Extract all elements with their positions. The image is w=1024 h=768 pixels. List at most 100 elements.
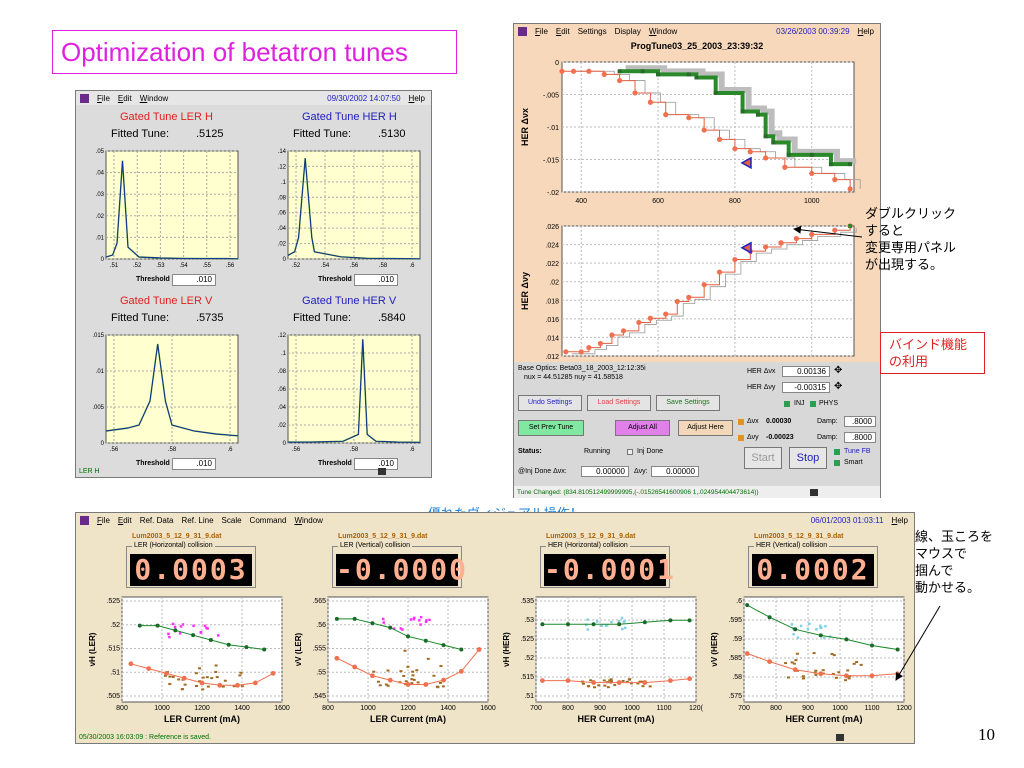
fit-point[interactable] (406, 634, 410, 639)
fit-point[interactable] (895, 647, 900, 652)
fit-point[interactable] (199, 680, 205, 686)
fit-point[interactable] (191, 633, 196, 638)
fit-point[interactable] (423, 638, 428, 643)
fit-point[interactable] (208, 637, 213, 642)
fit-point[interactable] (252, 680, 258, 686)
adjust-all-button[interactable]: Adjust All (615, 420, 670, 436)
menu-window[interactable]: Window (294, 515, 323, 525)
tune-point[interactable] (732, 146, 738, 152)
tune-plot[interactable]: .14 .12 .1 .08 .06 .04 .02 0 .52 .54 .56 .58 .6 (258, 146, 428, 276)
threshold-field[interactable]: .010 (354, 458, 398, 470)
fit-point[interactable] (155, 623, 160, 628)
tune-point[interactable] (716, 269, 723, 275)
fit-point[interactable] (591, 622, 596, 627)
fit-point[interactable] (617, 622, 622, 627)
tune-plot[interactable]: .015 .01 .005 0 .56 .58 .6 (76, 330, 246, 460)
tune-point[interactable] (716, 136, 723, 142)
fit-point[interactable] (146, 666, 152, 671)
save-settings-button[interactable]: Save Settings (656, 395, 720, 411)
injdone-y-field[interactable]: 0.00000 (651, 466, 699, 477)
lum-plot[interactable]: .565 .56 .555 .55 .545 800 1000 1200 1400 1600 LER… (292, 593, 496, 728)
ny-step-line[interactable] (619, 69, 851, 167)
menu-window[interactable]: Window (648, 26, 678, 36)
fit-point[interactable] (566, 622, 570, 627)
tune-point[interactable] (747, 149, 753, 155)
fit-point[interactable] (767, 659, 772, 665)
undo-settings-button[interactable]: Undo Settings (518, 395, 582, 411)
fit-point[interactable] (792, 667, 798, 673)
fit-point[interactable] (164, 670, 169, 676)
fit-point[interactable] (217, 682, 223, 688)
tune-point[interactable] (763, 244, 769, 250)
tune-point[interactable] (636, 319, 642, 326)
tune-point[interactable] (674, 298, 680, 305)
menu-file[interactable]: File (535, 26, 548, 36)
tune-point[interactable] (647, 315, 653, 321)
fit-point[interactable] (137, 623, 142, 628)
progtune-charts[interactable]: ProgTune03_25_2003_23:39:32 0 -.005 -.01 -.0… (514, 38, 880, 383)
injdone-x-field[interactable]: 0.00000 (581, 466, 629, 477)
tune-point[interactable] (632, 90, 638, 96)
fit-point[interactable] (818, 671, 824, 677)
fit-point[interactable] (405, 682, 411, 687)
fit-point[interactable] (370, 673, 375, 679)
tune-point[interactable] (701, 127, 707, 133)
fit-point[interactable] (565, 678, 571, 684)
fit-point[interactable] (226, 642, 231, 647)
fit-point[interactable] (870, 643, 874, 648)
fit-point[interactable] (767, 615, 772, 620)
fit-point[interactable] (459, 647, 464, 652)
threshold-field[interactable]: .010 (354, 274, 398, 286)
tune-point[interactable] (563, 349, 569, 355)
step-point[interactable] (640, 69, 645, 74)
her-dnuy-field[interactable]: -0.00315 (782, 382, 830, 393)
tune-point[interactable] (601, 71, 607, 77)
menu-scale[interactable]: Scale (221, 515, 242, 525)
tune-plot[interactable]: .05 .04 .03 .02 .01 0 .51 .52 .53 .54 .55 .56 (76, 146, 246, 276)
step-point[interactable] (809, 152, 814, 157)
threshold-field[interactable]: .010 (172, 274, 216, 286)
fit-point[interactable] (370, 621, 375, 626)
menu-help[interactable]: Help (857, 26, 874, 36)
fit-point[interactable] (744, 651, 750, 656)
fit-point[interactable] (668, 618, 673, 623)
load-settings-button[interactable]: Load Settings (587, 395, 651, 411)
fit-point[interactable] (844, 673, 849, 679)
lum-plot[interactable]: .525 .52 .515 .51 .505 800 1000 1200 1400 1600 LER… (86, 593, 290, 728)
tune-point[interactable] (620, 328, 627, 334)
current-tune-marker[interactable] (740, 241, 752, 255)
tune-point[interactable] (832, 227, 838, 233)
tune-point[interactable] (763, 155, 769, 161)
fit-line[interactable] (139, 625, 265, 650)
fit-point[interactable] (441, 643, 446, 648)
tune-point[interactable] (647, 99, 653, 105)
tune-point[interactable] (686, 294, 692, 300)
fit-point[interactable] (616, 680, 622, 685)
step-point[interactable] (755, 112, 760, 117)
tune-point[interactable] (663, 311, 669, 317)
current-tune-marker[interactable] (740, 156, 752, 170)
fit-point[interactable] (334, 616, 339, 621)
fit-point[interactable] (895, 671, 900, 677)
damp1-field[interactable]: .8000 (844, 416, 876, 427)
fit-point[interactable] (423, 682, 429, 687)
lum-plot[interactable]: .6 .595 .59 .585 .58 .575 700 800 900 1000 1100 120… (708, 593, 912, 728)
menu-settings[interactable]: Settings (577, 26, 607, 36)
menu-file[interactable]: File (97, 515, 110, 525)
her-dnux-field[interactable]: 0.00136 (782, 366, 830, 377)
tune-point[interactable] (832, 177, 838, 183)
menu-window[interactable]: Window (139, 93, 169, 103)
step-point[interactable] (828, 162, 833, 167)
tune-plot[interactable]: .12 .1 .08 .06 .04 .02 0 .56 .58 .6 (258, 330, 428, 460)
fit-point[interactable] (458, 668, 464, 674)
tune-point[interactable] (559, 68, 565, 74)
step-point[interactable] (713, 90, 718, 95)
fit-point[interactable] (270, 670, 276, 676)
tune-point[interactable] (809, 231, 815, 237)
menu-display[interactable]: Display (614, 26, 641, 36)
step-point[interactable] (686, 72, 691, 77)
fit-point[interactable] (818, 633, 823, 638)
fit-point[interactable] (540, 622, 545, 627)
fit-point[interactable] (869, 673, 875, 679)
tune-point[interactable] (663, 112, 669, 118)
